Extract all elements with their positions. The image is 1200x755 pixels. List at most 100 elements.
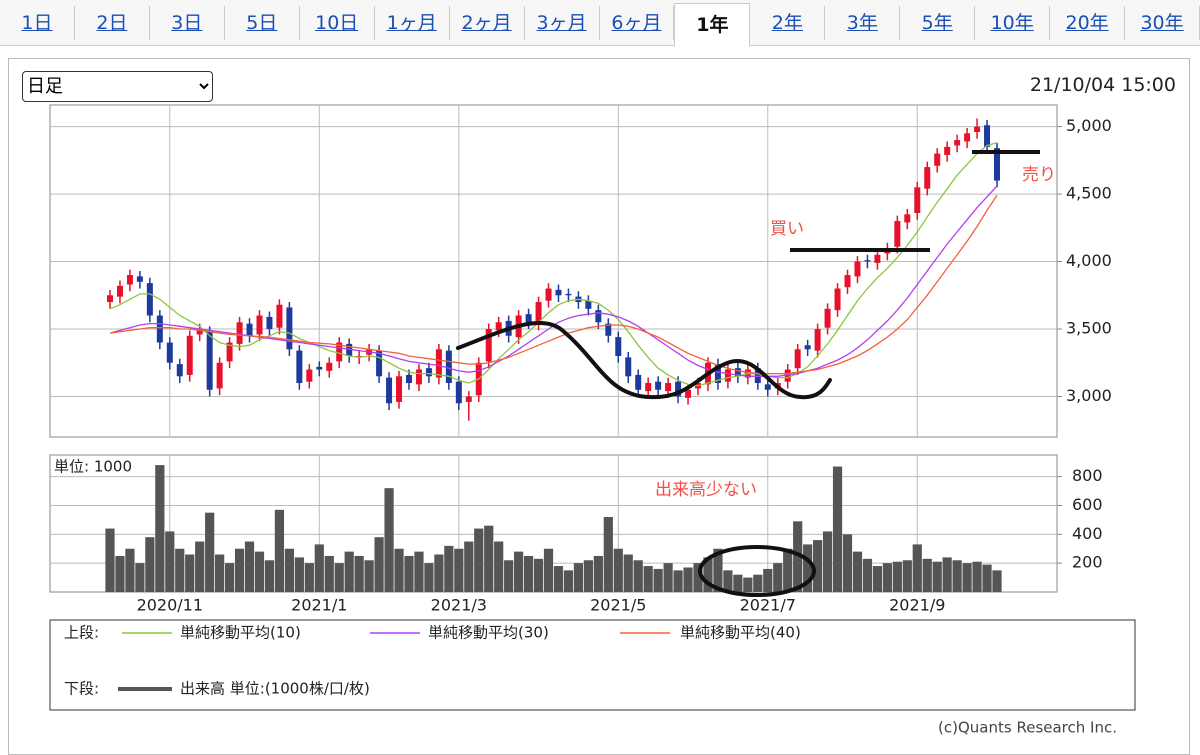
volume-bar (244, 541, 255, 592)
volume-bar (205, 512, 215, 592)
candle-body (356, 356, 363, 358)
volume-bar (115, 555, 125, 592)
candle-body (405, 374, 412, 384)
x-tick-label: 2021/7 (740, 596, 796, 615)
candle-body (565, 293, 572, 296)
period-tab[interactable]: 3日 (150, 5, 225, 40)
candle-body (824, 308, 831, 328)
candle-body (176, 364, 183, 377)
y-tick-label: 400 (1072, 524, 1103, 543)
volume-bar (424, 563, 434, 592)
volume-bar (474, 528, 484, 592)
candle-body (844, 275, 851, 288)
volume-bar (713, 548, 723, 592)
y-tick-label: 3,500 (1066, 319, 1112, 338)
candle-body (665, 383, 672, 392)
period-tab[interactable]: 1日 (0, 5, 75, 40)
candle-body (924, 167, 931, 189)
timestamp: 21/10/04 15:00 (1029, 74, 1176, 96)
period-tab[interactable]: 10年 (975, 5, 1051, 40)
candle-body (206, 331, 213, 390)
candle-body (675, 381, 682, 397)
volume-bar (703, 557, 713, 592)
volume-bar (733, 574, 743, 592)
candle-body (226, 342, 233, 362)
candle-body (734, 368, 741, 377)
period-tab[interactable]: 20年 (1050, 5, 1126, 40)
copyright: (c)Quants Research Inc. (938, 719, 1117, 737)
volume-bar (852, 551, 863, 592)
moving-average-line (109, 195, 998, 375)
volume-bar (862, 558, 873, 592)
volume-bar (294, 557, 304, 592)
volume-bar (753, 574, 763, 592)
candle-body (146, 283, 153, 316)
candle-body (555, 289, 562, 296)
volume-bar (224, 563, 235, 592)
volume-bar (374, 537, 384, 592)
candle-body (645, 383, 652, 392)
candle-body (396, 376, 403, 402)
candle-body (655, 381, 662, 390)
y-tick-label: 600 (1072, 495, 1103, 514)
period-tab[interactable]: 3ヶ月 (525, 5, 600, 40)
volume-bar (673, 570, 683, 592)
period-tab[interactable]: 2日 (75, 5, 150, 40)
volume-bar (902, 560, 912, 592)
volume-bar (633, 560, 643, 592)
candle-body (595, 310, 602, 323)
volume-bar (583, 560, 593, 592)
candle-body (874, 254, 881, 263)
candle-body (196, 329, 203, 335)
candle-body (166, 342, 173, 363)
volume-bar (743, 577, 753, 592)
volume-bar (484, 525, 494, 592)
volume-bar (653, 568, 663, 592)
volume-bar (803, 544, 813, 592)
volume-bar (892, 561, 902, 592)
period-tab[interactable]: 3年 (825, 5, 901, 40)
candle-body (495, 322, 502, 331)
period-tab[interactable]: 6ヶ月 (600, 5, 675, 40)
candle-body (894, 221, 901, 247)
volume-bar (842, 534, 853, 592)
candle-body (286, 307, 293, 350)
candle-body (435, 349, 442, 378)
x-tick-label: 2020/11 (137, 596, 203, 615)
volume-bar (793, 521, 803, 592)
candle-body (156, 315, 163, 343)
volume-bar (284, 548, 294, 592)
period-tab[interactable]: 5年 (900, 5, 976, 40)
candle-body (854, 261, 861, 277)
candle-body (834, 288, 841, 311)
period-tab[interactable]: 10日 (300, 5, 375, 40)
candle-body (605, 323, 612, 336)
volume-bar (494, 541, 504, 592)
y-tick-label: 200 (1072, 553, 1103, 572)
volume-bar (125, 548, 135, 592)
volume-bar (813, 540, 823, 592)
volume-bar (215, 554, 225, 592)
volume-bar (972, 561, 982, 592)
candle-body (276, 304, 283, 328)
candle-body (685, 389, 692, 398)
volume-bar (603, 517, 613, 592)
volume-bar (354, 555, 364, 592)
period-select[interactable]: 日足 (22, 71, 213, 102)
y-tick-label: 3,000 (1066, 386, 1112, 405)
candle-body (904, 214, 911, 223)
x-tick-label: 2021/1 (291, 596, 347, 615)
unit-label: 単位: 1000 (54, 458, 132, 476)
period-tab[interactable]: 1ヶ月 (375, 5, 450, 40)
legend-row-label: 上段: (64, 624, 99, 642)
period-tab[interactable]: 5日 (225, 5, 300, 40)
candle-body (306, 369, 313, 382)
period-tab[interactable]: 2年 (750, 5, 826, 40)
candle-body (615, 337, 622, 357)
volume-bar (533, 558, 544, 592)
period-tab: 1年 (674, 3, 751, 46)
period-tab[interactable]: 2ヶ月 (450, 5, 525, 40)
volume-bar (613, 548, 623, 592)
candle-body (465, 396, 472, 402)
